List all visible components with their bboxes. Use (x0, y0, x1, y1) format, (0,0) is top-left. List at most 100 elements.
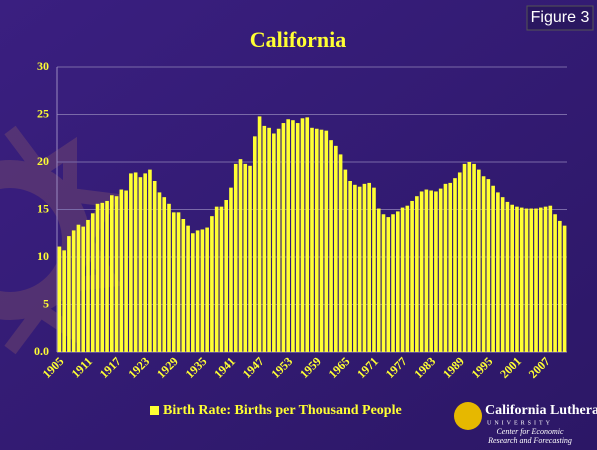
bar (291, 120, 295, 352)
bar (81, 226, 86, 352)
bar (276, 128, 281, 352)
bar (500, 197, 505, 352)
logo: California Lutheran UNIVERSITY Center fo… (454, 402, 597, 445)
bar (548, 205, 553, 352)
bar (558, 220, 562, 352)
chart-title: California (250, 27, 347, 52)
bar (491, 185, 495, 352)
bar (372, 187, 376, 352)
bar (310, 127, 314, 352)
bar (348, 181, 352, 352)
bar (57, 246, 62, 352)
y-tick-label: 5 (43, 296, 49, 310)
bar (186, 225, 190, 352)
logo-mark (454, 402, 482, 430)
bar (400, 207, 405, 352)
bar (395, 211, 400, 352)
logo-name: California Lutheran (485, 403, 597, 418)
bar (534, 208, 538, 352)
bar (524, 208, 529, 352)
bar (453, 178, 457, 352)
bar (515, 206, 519, 352)
bar (252, 136, 257, 352)
bar (300, 118, 305, 352)
bar (67, 236, 71, 352)
bar (314, 128, 319, 352)
bar (205, 227, 209, 352)
bar (376, 208, 381, 352)
bar (448, 182, 453, 352)
bar (486, 179, 491, 352)
bar (148, 169, 152, 352)
bar (429, 190, 433, 352)
bar (272, 133, 276, 352)
bar (238, 159, 243, 352)
bar (143, 173, 147, 352)
bar (419, 191, 424, 352)
bar (438, 188, 443, 352)
bar (481, 176, 486, 352)
bar (138, 177, 143, 352)
bar (214, 206, 219, 352)
bar (167, 203, 171, 352)
bar (224, 200, 229, 352)
y-tick-label: 30 (37, 59, 49, 73)
bar (62, 250, 66, 352)
logo-line: Center for Economic (496, 427, 564, 436)
bar (162, 197, 167, 352)
bar (357, 186, 362, 352)
bar (538, 207, 543, 352)
logo-line: Research and Forecasting (487, 436, 572, 445)
bar (496, 192, 500, 352)
bar (105, 200, 109, 352)
figure-box (526, 5, 594, 31)
bar (324, 130, 329, 352)
bar (424, 189, 429, 352)
bar (381, 214, 386, 352)
bar (353, 184, 357, 352)
y-tick-label: 20 (37, 154, 49, 168)
bar (434, 191, 438, 352)
legend-label: Birth Rate: Births per Thousand People (163, 403, 402, 418)
bar (90, 213, 95, 352)
bar (262, 125, 267, 353)
bar (362, 183, 367, 352)
bar (71, 230, 76, 352)
bar (176, 212, 181, 352)
bar (257, 116, 262, 353)
bar (233, 163, 238, 352)
bar (281, 123, 286, 352)
bar (76, 224, 81, 352)
bar (510, 204, 514, 352)
bar (133, 172, 138, 352)
bar (467, 162, 472, 352)
bar (210, 216, 214, 352)
bar (219, 206, 224, 352)
bar (305, 117, 310, 352)
bar (195, 230, 200, 352)
bar (248, 165, 252, 352)
y-tick-label: 15 (37, 201, 49, 215)
bar (191, 233, 195, 352)
bar (543, 206, 548, 352)
bar (391, 214, 395, 352)
bar (405, 205, 410, 352)
bar (110, 195, 114, 352)
bar (462, 163, 467, 352)
bar (410, 200, 414, 352)
bar (443, 183, 448, 352)
bar (181, 219, 186, 352)
bar (529, 208, 534, 352)
bar (124, 190, 128, 352)
bar (334, 145, 338, 352)
bar (519, 207, 524, 352)
bar (472, 163, 476, 352)
bar (100, 202, 105, 352)
bar (338, 154, 343, 352)
bar (86, 219, 90, 352)
bar (286, 119, 290, 352)
y-tick-label: 10 (37, 249, 49, 263)
legend-swatch (150, 406, 159, 415)
bar (171, 212, 176, 352)
bar (157, 192, 162, 352)
